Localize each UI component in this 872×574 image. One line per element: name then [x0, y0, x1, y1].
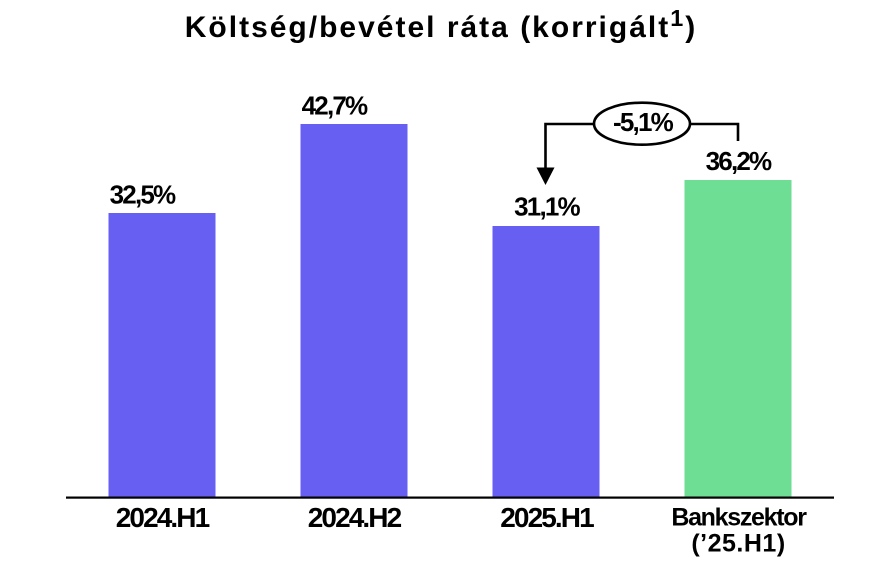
svg-text:2025.H1: 2025.H1 — [500, 502, 594, 533]
svg-text:2024.H2: 2024.H2 — [308, 502, 402, 533]
svg-text:31,1%: 31,1% — [514, 192, 580, 222]
svg-text:Költség/bevétel ráta (korrigál: Költség/bevétel ráta (korrigált1) — [185, 5, 697, 44]
svg-text:(’25.H1): (’25.H1) — [691, 529, 785, 557]
svg-text:2024.H1: 2024.H1 — [116, 502, 210, 533]
svg-text:32,5%: 32,5% — [110, 179, 176, 209]
svg-text:42,7%: 42,7% — [302, 91, 368, 121]
svg-text:36,2%: 36,2% — [706, 146, 772, 176]
svg-text:-5,1%: -5,1% — [613, 107, 674, 137]
svg-text:Bankszektor: Bankszektor — [671, 504, 807, 532]
